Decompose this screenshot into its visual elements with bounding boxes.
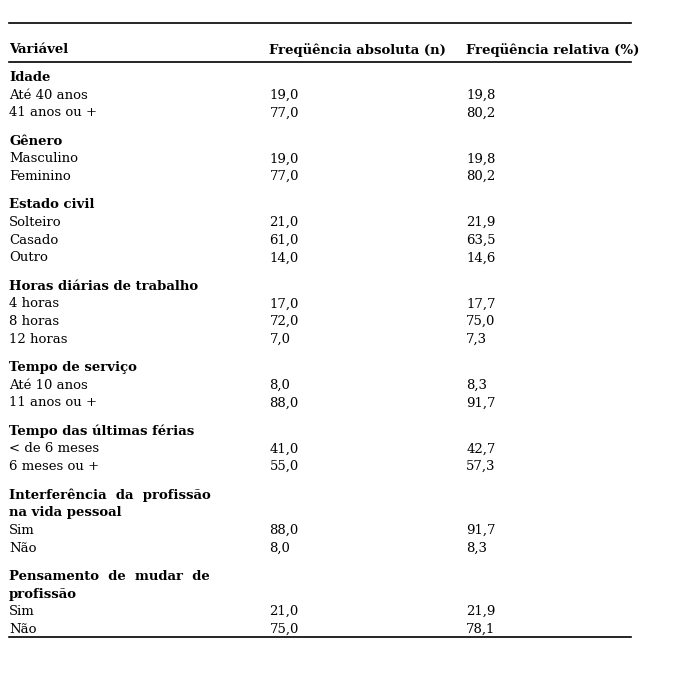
Text: 41 anos ou +: 41 anos ou +	[9, 106, 97, 119]
Text: 61,0: 61,0	[269, 234, 299, 247]
Text: Horas diárias de trabalho: Horas diárias de trabalho	[9, 280, 199, 293]
Text: 75,0: 75,0	[269, 623, 299, 636]
Text: 91,7: 91,7	[466, 524, 496, 537]
Text: 77,0: 77,0	[269, 106, 299, 119]
Text: 41,0: 41,0	[269, 442, 299, 456]
Text: 14,6: 14,6	[466, 251, 495, 264]
Text: 17,7: 17,7	[466, 298, 496, 310]
Text: Outro: Outro	[9, 251, 48, 264]
Text: 80,2: 80,2	[466, 170, 495, 183]
Text: 55,0: 55,0	[269, 460, 299, 473]
Text: 11 anos ou +: 11 anos ou +	[9, 397, 97, 410]
Text: 6 meses ou +: 6 meses ou +	[9, 460, 99, 473]
Text: 19,0: 19,0	[269, 88, 299, 102]
Text: 8,3: 8,3	[466, 379, 487, 392]
Text: 88,0: 88,0	[269, 524, 299, 537]
Text: Pensamento  de  mudar  de: Pensamento de mudar de	[9, 570, 210, 583]
Text: 8,0: 8,0	[269, 541, 290, 554]
Text: 21,0: 21,0	[269, 216, 299, 229]
Text: 8 horas: 8 horas	[9, 315, 59, 328]
Text: na vida pessoal: na vida pessoal	[9, 506, 122, 519]
Text: Até 10 anos: Até 10 anos	[9, 379, 88, 392]
Text: Solteiro: Solteiro	[9, 216, 62, 229]
Text: 4 horas: 4 horas	[9, 298, 59, 310]
Text: Casado: Casado	[9, 234, 59, 247]
Text: 72,0: 72,0	[269, 315, 299, 328]
Text: Não: Não	[9, 541, 36, 554]
Text: 91,7: 91,7	[466, 397, 496, 410]
Text: 14,0: 14,0	[269, 251, 299, 264]
Text: 19,8: 19,8	[466, 152, 495, 165]
Text: 63,5: 63,5	[466, 234, 496, 247]
Text: 7,3: 7,3	[466, 333, 487, 346]
Text: 80,2: 80,2	[466, 106, 495, 119]
Text: Feminino: Feminino	[9, 170, 71, 183]
Text: Freqüência absoluta (n): Freqüência absoluta (n)	[269, 43, 446, 56]
Text: Masculino: Masculino	[9, 152, 78, 165]
Text: profissão: profissão	[9, 587, 77, 600]
Text: 7,0: 7,0	[269, 333, 291, 346]
Text: 21,0: 21,0	[269, 605, 299, 618]
Text: Gênero: Gênero	[9, 134, 63, 147]
Text: 21,9: 21,9	[466, 216, 495, 229]
Text: 8,0: 8,0	[269, 379, 290, 392]
Text: Tempo das últimas férias: Tempo das últimas férias	[9, 425, 194, 438]
Text: 78,1: 78,1	[466, 623, 495, 636]
Text: Interferência  da  profissão: Interferência da profissão	[9, 488, 211, 502]
Text: Sim: Sim	[9, 524, 35, 537]
Text: < de 6 meses: < de 6 meses	[9, 442, 99, 456]
Text: 88,0: 88,0	[269, 397, 299, 410]
Text: Estado civil: Estado civil	[9, 198, 95, 211]
Text: 12 horas: 12 horas	[9, 333, 67, 346]
Text: 17,0: 17,0	[269, 298, 299, 310]
Text: 21,9: 21,9	[466, 605, 495, 618]
Text: 57,3: 57,3	[466, 460, 496, 473]
Text: 42,7: 42,7	[466, 442, 495, 456]
Text: 75,0: 75,0	[466, 315, 495, 328]
Text: Até 40 anos: Até 40 anos	[9, 88, 88, 102]
Text: Sim: Sim	[9, 605, 35, 618]
Text: Idade: Idade	[9, 71, 50, 84]
Text: 19,8: 19,8	[466, 88, 495, 102]
Text: 19,0: 19,0	[269, 152, 299, 165]
Text: Tempo de serviço: Tempo de serviço	[9, 361, 137, 374]
Text: 8,3: 8,3	[466, 541, 487, 554]
Text: Não: Não	[9, 623, 36, 636]
Text: 77,0: 77,0	[269, 170, 299, 183]
Text: Variável: Variável	[9, 43, 69, 56]
Text: Freqüência relativa (%): Freqüência relativa (%)	[466, 43, 639, 56]
